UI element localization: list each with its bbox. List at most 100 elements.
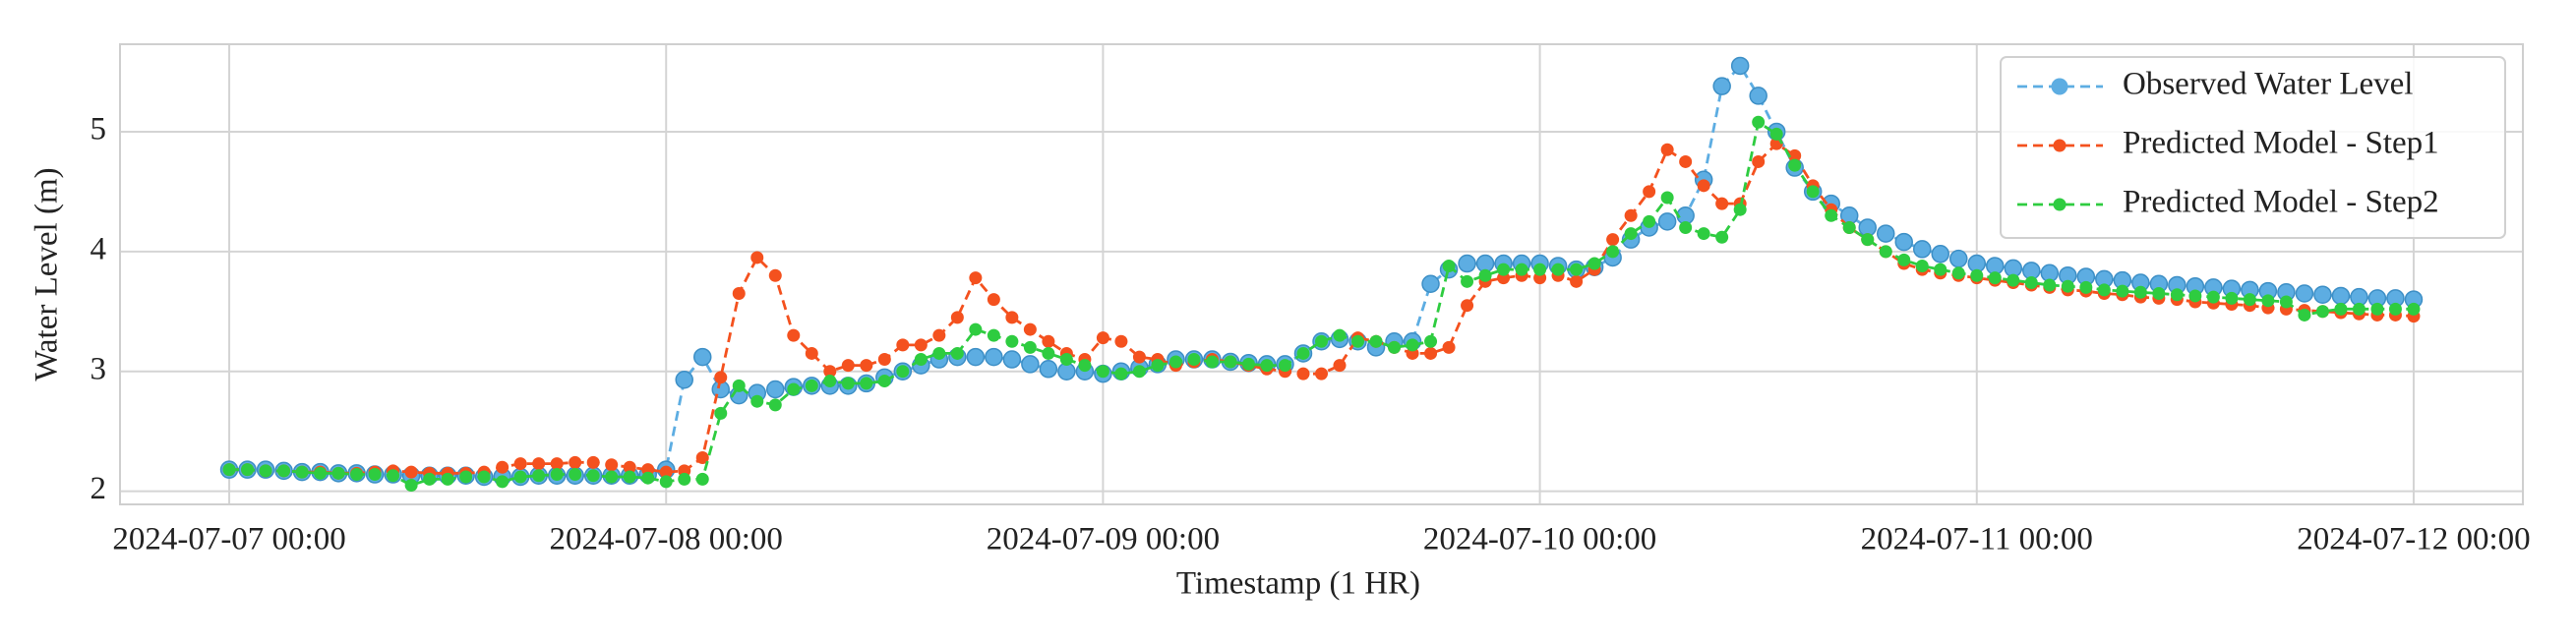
data-point bbox=[1949, 249, 1968, 268]
data-point bbox=[1606, 233, 1620, 247]
data-point bbox=[550, 457, 564, 471]
data-point bbox=[1730, 56, 1750, 76]
data-point bbox=[259, 464, 272, 478]
data-point bbox=[1842, 220, 1856, 234]
data-point bbox=[860, 359, 873, 373]
data-point bbox=[932, 346, 946, 360]
data-point bbox=[1114, 334, 1128, 348]
data-point bbox=[404, 479, 418, 492]
data-point bbox=[896, 338, 910, 352]
data-point bbox=[877, 374, 891, 387]
data-point bbox=[1296, 367, 1310, 381]
data-point bbox=[1478, 268, 1492, 282]
data-point bbox=[659, 465, 673, 479]
data-point bbox=[496, 475, 509, 489]
data-point bbox=[1752, 154, 1766, 168]
data-point bbox=[1315, 334, 1328, 348]
data-point bbox=[1333, 328, 1347, 342]
data-point bbox=[1970, 268, 1984, 282]
data-point bbox=[987, 293, 1000, 307]
y-tick-label: 4 bbox=[90, 231, 107, 266]
data-point bbox=[1643, 185, 1656, 199]
data-point bbox=[1278, 359, 1291, 373]
data-point bbox=[1806, 185, 1820, 199]
data-point bbox=[1461, 299, 1474, 313]
data-point bbox=[1894, 232, 1913, 252]
data-point bbox=[2170, 288, 2184, 302]
data-point bbox=[1021, 355, 1040, 374]
data-point bbox=[2079, 280, 2093, 294]
data-point bbox=[1588, 257, 1601, 270]
data-point bbox=[1934, 263, 1947, 276]
data-point bbox=[659, 475, 673, 489]
data-point bbox=[1114, 367, 1128, 381]
data-point bbox=[1002, 350, 1022, 369]
data-point bbox=[1876, 224, 1895, 243]
data-point bbox=[1260, 359, 1274, 373]
legend-marker bbox=[2053, 198, 2067, 211]
data-point bbox=[1205, 355, 1219, 369]
data-point bbox=[1023, 322, 1037, 336]
data-point bbox=[2315, 305, 2329, 319]
data-point bbox=[695, 472, 709, 486]
data-point bbox=[1643, 214, 1656, 228]
data-point bbox=[750, 251, 764, 264]
data-point bbox=[1733, 203, 1747, 216]
data-point bbox=[1151, 359, 1165, 373]
data-point bbox=[695, 450, 709, 464]
legend-marker bbox=[2051, 78, 2068, 95]
data-point bbox=[1825, 208, 1838, 222]
legend-label: Predicted Model - Step2 bbox=[2123, 185, 2439, 220]
data-point bbox=[1132, 365, 1146, 379]
y-tick-label: 2 bbox=[90, 471, 107, 506]
data-point bbox=[2298, 308, 2311, 322]
data-point bbox=[441, 472, 454, 486]
data-point bbox=[877, 353, 891, 367]
data-point bbox=[241, 463, 255, 477]
data-point bbox=[1315, 367, 1328, 381]
data-point bbox=[1788, 158, 1802, 172]
data-point bbox=[766, 380, 785, 399]
y-axis-label: Water Level (m) bbox=[30, 167, 65, 381]
data-point bbox=[1023, 340, 1037, 354]
data-point bbox=[1369, 334, 1383, 348]
data-point bbox=[1096, 331, 1109, 345]
data-point bbox=[969, 271, 983, 285]
data-point bbox=[1005, 334, 1019, 348]
data-point bbox=[1697, 227, 1710, 241]
data-point bbox=[787, 328, 801, 342]
data-point bbox=[2352, 302, 2366, 316]
data-point bbox=[1039, 360, 1058, 379]
series bbox=[222, 115, 2421, 492]
data-point bbox=[2188, 289, 2202, 303]
data-point bbox=[368, 468, 382, 482]
data-point bbox=[932, 328, 946, 342]
data-point bbox=[1551, 263, 1565, 276]
data-point bbox=[896, 365, 910, 379]
data-point bbox=[459, 470, 473, 484]
data-point bbox=[2043, 278, 2057, 292]
x-tick-label: 2024-07-11 00:00 bbox=[1861, 522, 2093, 557]
data-point bbox=[2407, 302, 2421, 316]
data-point bbox=[496, 460, 509, 474]
data-point bbox=[1187, 353, 1201, 367]
data-point bbox=[532, 457, 546, 471]
data-point bbox=[714, 371, 728, 384]
data-point bbox=[1697, 179, 1710, 193]
data-point bbox=[1442, 340, 1456, 354]
data-point bbox=[1988, 271, 2002, 285]
data-point bbox=[1951, 266, 1965, 280]
data-point bbox=[950, 311, 964, 324]
data-point bbox=[1715, 197, 1729, 210]
data-point bbox=[732, 287, 746, 300]
data-point bbox=[805, 379, 818, 392]
legend-marker bbox=[2053, 139, 2067, 152]
data-point bbox=[2061, 279, 2074, 293]
data-point bbox=[513, 470, 527, 484]
data-point bbox=[985, 347, 1003, 367]
data-point bbox=[2261, 294, 2275, 308]
data-point bbox=[2313, 285, 2332, 304]
data-point bbox=[860, 377, 873, 390]
data-point bbox=[1913, 240, 1932, 259]
data-point bbox=[2133, 285, 2147, 299]
